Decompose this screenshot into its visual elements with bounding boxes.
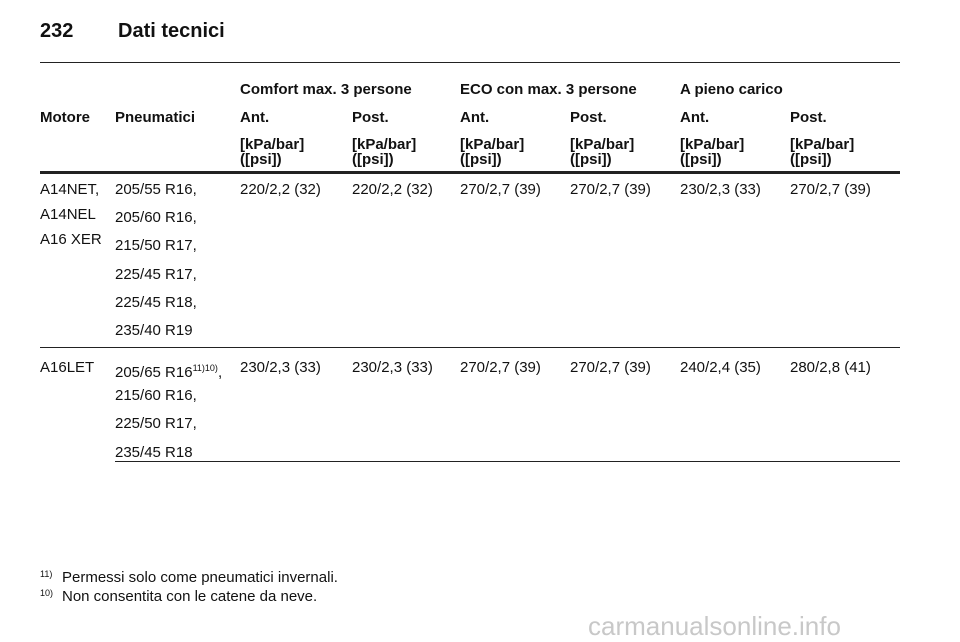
column-header: Pneumatici [115,109,196,126]
pressure: 220/2,2 (32) [352,181,433,198]
unit: [kPa/bar] [352,136,417,153]
unit: ([psi]) [352,151,394,168]
footnote-mark: 11) [40,569,53,579]
rule [40,171,900,174]
group-header: Comfort max. 3 persone [240,81,412,98]
pressure: 270/2,7 (39) [460,359,541,376]
footnote-text: Non consentita con le catene da neve. [62,588,318,605]
pressure: 280/2,8 (41) [790,359,871,376]
pressure: 270/2,7 (39) [460,181,541,198]
tire-size: 225/50 R17, [115,415,197,433]
engine: A14NEL [40,206,96,223]
unit: [kPa/bar] [570,136,635,153]
column-header: Ant. [460,109,490,126]
tire-size: 235/40 R19 [115,322,193,339]
unit: [kPa/bar] [240,136,305,153]
page-number: 232 [40,20,74,42]
footnote-text: Permessi solo come pneumatici invernali. [62,569,338,586]
unit: [kPa/bar] [460,136,525,153]
unit: ([psi]) [240,151,282,168]
column-header: Post. [352,109,389,126]
rule [115,461,900,462]
tire-size: 205/55 R16, [115,181,197,198]
column-header: Ant. [240,109,270,126]
pressure: 270/2,7 (39) [570,359,651,376]
tire-size: 215/60 R16, [115,387,197,405]
engine: A14NET, [40,181,100,198]
tire-size-text: 205/65 R16 [115,364,193,381]
unit: ([psi]) [570,151,612,168]
column-header: Post. [570,109,607,126]
unit: ([psi]) [680,151,722,168]
unit: [kPa/bar] [680,136,745,153]
unit: ([psi]) [790,151,832,168]
pressure: 270/2,7 (39) [790,181,871,198]
engine: A16 XER [40,231,102,248]
group-header: A pieno carico [680,81,783,98]
pressure: 230/2,3 (33) [240,359,321,376]
pressure: 230/2,3 (33) [352,359,433,376]
rule [40,62,900,63]
footnote-mark: 10) [40,588,54,598]
engine: A16LET [40,359,95,376]
pressure: 240/2,4 (35) [680,359,761,376]
unit: [kPa/bar] [790,136,855,153]
footnote-ref: 11)10) [192,363,218,373]
page-title: Dati tecnici [118,20,225,42]
rule [40,347,900,348]
unit: ([psi]) [460,151,502,168]
tire-size: 225/45 R17, [115,265,197,283]
pressure: 230/2,3 (33) [680,181,761,198]
tire-size: 215/50 R17, [115,237,197,255]
tire-size-suffix: , [217,364,223,381]
pressure: 220/2,2 (32) [240,181,321,198]
tire-size: 225/45 R18, [115,293,197,311]
column-header: Ant. [680,109,710,126]
tire-size: 235/45 R18 [115,443,193,461]
pressure: 270/2,7 (39) [570,181,651,198]
group-header: ECO con max. 3 persone [460,81,637,98]
tire-size: 205/65 R1611)10), [115,359,222,382]
column-header: Motore [40,109,90,126]
column-header: Post. [790,109,827,126]
watermark: carmanualsonline.info [588,611,841,641]
tire-size: 205/60 R16, [115,209,197,227]
